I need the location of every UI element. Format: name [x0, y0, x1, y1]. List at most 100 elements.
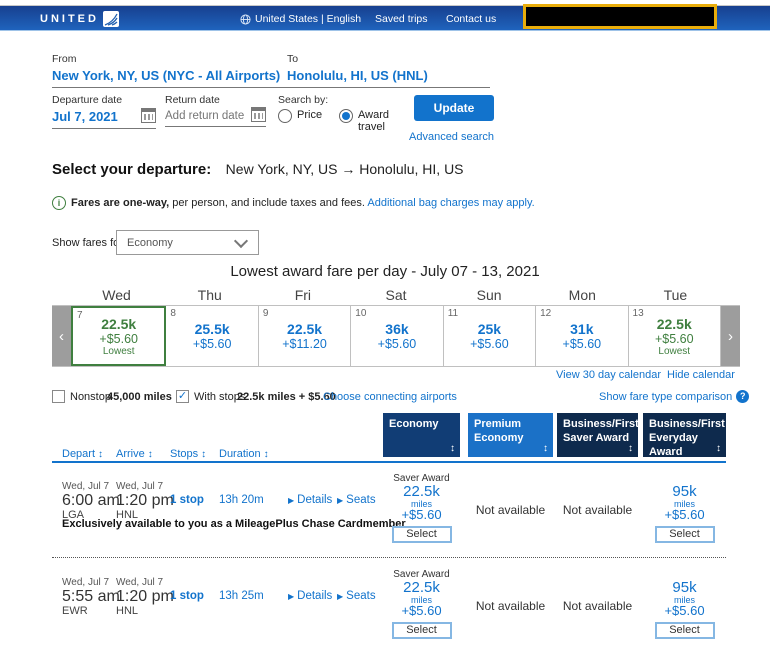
chevron-right-icon: ›	[727, 327, 733, 345]
sort-icon: ↕	[201, 449, 207, 460]
sort-icon[interactable]: ↕	[450, 442, 455, 454]
calendar-cell-jul13[interactable]: 13 22.5k +$5.60 Lowest	[628, 306, 721, 366]
nav-saved-trips[interactable]: Saved trips	[375, 13, 428, 25]
calendar-icon[interactable]	[251, 106, 266, 122]
column-header-economy[interactable]: Economy ↕	[383, 413, 460, 457]
fare-type-comparison[interactable]: Show fare type comparison ?	[599, 390, 750, 403]
with-stops-miles: 22.5k miles + $5.60	[237, 391, 336, 403]
update-button[interactable]: Update	[414, 95, 494, 121]
triangle-right-icon: ▶	[337, 592, 344, 601]
stops-link[interactable]: 1 stop	[170, 494, 204, 506]
column-header-business-first-everyday[interactable]: Business/First Everyday Award ↕	[643, 413, 726, 458]
seats-link[interactable]: ▶ Seats	[337, 590, 376, 602]
depart-time: 6:00 am	[62, 492, 120, 509]
top-navigation-bar: UNITED United States | English Saved tri…	[0, 4, 770, 31]
not-available-label: Not available	[475, 503, 546, 517]
with-stops-checkbox[interactable]: ✓	[176, 390, 189, 403]
sort-depart-label: Depart	[62, 448, 96, 460]
departure-date-field[interactable]: Departure date Jul 7, 2021	[52, 94, 156, 129]
select-business-first-everyday-button[interactable]: Select	[654, 526, 715, 543]
award-radio-group[interactable]: Award travel	[339, 109, 402, 133]
column-header-business-first-saver[interactable]: Business/First Saver Award ↕	[557, 413, 639, 457]
column-header-premium-economy[interactable]: Premium Economy ↕	[468, 413, 553, 457]
calendar-next-arrow[interactable]: ›	[720, 306, 740, 366]
sort-depart[interactable]: Depart ↕	[62, 448, 103, 460]
calendar-cell-miles: 31k	[570, 321, 594, 337]
choose-connecting-airports-link[interactable]: Choose connecting airports	[323, 391, 457, 403]
calendar-cell-date: 8	[170, 308, 176, 319]
sort-stops-label: Stops	[170, 448, 199, 460]
day-name: Sun	[476, 287, 502, 303]
to-field[interactable]: To Honolulu, HI, US (HNL)	[287, 53, 490, 88]
calendar-prev-arrow[interactable]: ‹	[52, 306, 71, 366]
calendar-cell-jul11[interactable]: 11 25k +$5.60	[443, 306, 537, 366]
calendar-cell-date: 11	[447, 308, 459, 319]
nonstop-checkbox[interactable]	[52, 390, 65, 403]
question-mark-icon[interactable]: ?	[736, 390, 750, 403]
cardmember-note: Exclusively available to you as a Mileag…	[62, 518, 406, 530]
calendar-cell-jul9[interactable]: 9 22.5k +$11.20	[258, 306, 352, 366]
fare-miles-unit: miles	[410, 595, 432, 605]
fare-type-comparison-link[interactable]: Show fare type comparison	[599, 390, 733, 403]
price-radio[interactable]	[278, 109, 292, 123]
details-link[interactable]: ▶ Details	[288, 494, 332, 506]
nonstop-miles: 45,000 miles	[107, 391, 172, 403]
bag-charges-link[interactable]: Additional bag charges may apply.	[367, 197, 535, 209]
award-type-label: Saver Award	[393, 473, 450, 484]
select-business-first-everyday-button[interactable]: Select	[654, 622, 715, 639]
not-available-label: Not available	[562, 503, 633, 517]
select-economy-button[interactable]: Select	[391, 622, 452, 639]
award-travel-radio-label: Award travel	[358, 109, 389, 133]
calendar-cell-jul7[interactable]: 7 22.5k +$5.60 Lowest	[71, 306, 167, 366]
column-header-label: Business/First Everyday Award	[649, 418, 725, 458]
sort-icon: ↕	[98, 449, 104, 460]
chevron-left-icon: ‹	[59, 327, 64, 345]
check-icon: ✓	[177, 390, 188, 402]
search-by-label: Search by:	[278, 94, 329, 106]
view-30-day-calendar-link[interactable]: View 30 day calendar	[556, 369, 661, 381]
not-available-label: Not available	[562, 599, 633, 613]
depart-airport: LGA	[62, 509, 85, 521]
sort-icon: ↕	[263, 449, 269, 460]
calendar-cell-jul12[interactable]: 12 31k +$5.60	[536, 306, 629, 366]
arrive-airport: HNL	[116, 509, 139, 521]
seats-link[interactable]: ▶ Seats	[337, 494, 376, 506]
advanced-search-link[interactable]: Advanced search	[409, 131, 494, 143]
calendar-cell-jul8[interactable]: 8 25.5k +$5.60	[166, 306, 259, 366]
lowest-badge: Lowest	[658, 345, 691, 357]
globe-icon	[240, 13, 251, 25]
return-date-field[interactable]: Return date	[165, 94, 266, 127]
from-field[interactable]: From New York, NY, US (NYC - All Airport…	[52, 53, 310, 88]
price-radio-group[interactable]: Price	[278, 109, 322, 123]
calendar-cell-fee: +$5.60	[562, 337, 602, 351]
calendar-cell-jul10[interactable]: 10 36k +$5.60	[351, 306, 444, 366]
calendar-cell-miles: 25.5k	[194, 321, 230, 337]
to-label: To	[287, 53, 299, 65]
departure-date-label: Departure date	[52, 94, 123, 106]
sort-icon[interactable]: ↕	[543, 442, 548, 454]
select-economy-button[interactable]: Select	[391, 526, 452, 543]
flight-row-ewr-hnl: Wed, Jul 7 5:55 am EWR Wed, Jul 7 1:20 p…	[0, 566, 770, 648]
award-travel-radio[interactable]	[339, 109, 353, 123]
sort-arrive[interactable]: Arrive ↕	[116, 448, 153, 460]
fare-note: i Fares are one-way, per person, and inc…	[52, 196, 535, 210]
details-link[interactable]: ▶ Details	[288, 590, 332, 602]
hide-calendar-link[interactable]: Hide calendar	[667, 369, 735, 381]
sort-stops[interactable]: Stops ↕	[170, 448, 206, 460]
calendar-icon[interactable]	[141, 107, 156, 123]
day-name: Fri	[294, 287, 312, 303]
show-fares-label: Show fares for	[52, 237, 123, 249]
sort-icon[interactable]: ↕	[628, 442, 633, 454]
sort-icon[interactable]: ↕	[716, 442, 721, 454]
nav-contact-us[interactable]: Contact us	[446, 13, 496, 25]
return-date-input[interactable]	[165, 110, 245, 122]
cabin-select-value: Economy	[127, 236, 173, 249]
departure-date-value[interactable]: Jul 7, 2021	[52, 109, 118, 124]
cabin-select-dropdown[interactable]: Economy	[116, 230, 259, 255]
sort-duration[interactable]: Duration ↕	[219, 448, 269, 460]
to-value[interactable]: Honolulu, HI, US (HNL)	[287, 68, 428, 83]
united-logo[interactable]: UNITED	[40, 11, 119, 27]
stops-link[interactable]: 1 stop	[170, 590, 204, 602]
from-value[interactable]: New York, NY, US (NYC - All Airports)	[52, 68, 281, 83]
nav-region-language[interactable]: United States | English	[240, 13, 361, 25]
